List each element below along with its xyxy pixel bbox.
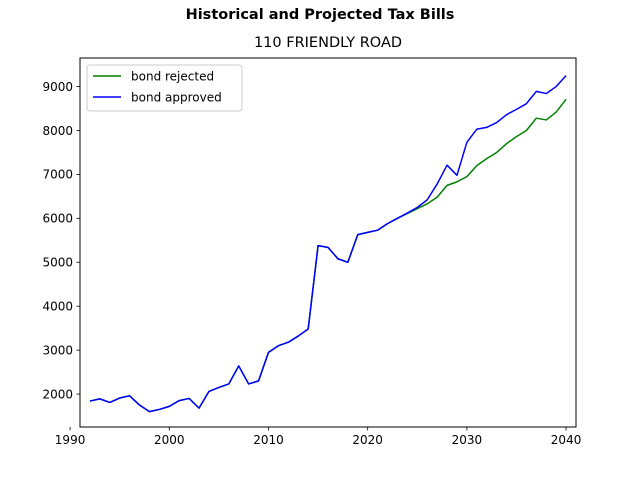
plot-lines: [89, 75, 567, 413]
plot-frame: [79, 57, 577, 428]
x-tick-label: 2000: [154, 433, 185, 447]
y-tick-label: 9000: [42, 80, 73, 94]
y-tick-label: 6000: [42, 212, 73, 226]
legend: bond rejected bond approved: [86, 64, 243, 112]
chart-title: Historical and Projected Tax Bills: [185, 7, 455, 23]
legend-label-1: bond rejected: [131, 69, 214, 83]
y-tick-label: 8000: [42, 124, 73, 138]
x-tick-label: 2030: [452, 433, 483, 447]
y-axis: 2000 3000 4000 5000 6000 7000 8000 9000: [42, 80, 80, 401]
y-tick-label: 3000: [42, 343, 73, 357]
x-tick-label: 2010: [253, 433, 284, 447]
x-tick-label: 2020: [352, 433, 383, 447]
series-line-1: [89, 98, 567, 413]
legend-box: [86, 64, 243, 112]
y-tick-label: 4000: [42, 299, 73, 313]
x-tick-label: 2040: [551, 433, 582, 447]
series-line-2: [89, 75, 567, 413]
x-tick-label: 1990: [55, 433, 86, 447]
legend-label-2: bond approved: [131, 90, 222, 104]
y-tick-label: 5000: [42, 256, 73, 270]
x-axis: 1990 2000 2010 2020 2030 2040: [55, 427, 582, 447]
y-tick-label: 2000: [42, 387, 73, 401]
y-tick-label: 7000: [42, 168, 73, 182]
chart-subtitle: 110 FRIENDLY ROAD: [253, 35, 403, 51]
